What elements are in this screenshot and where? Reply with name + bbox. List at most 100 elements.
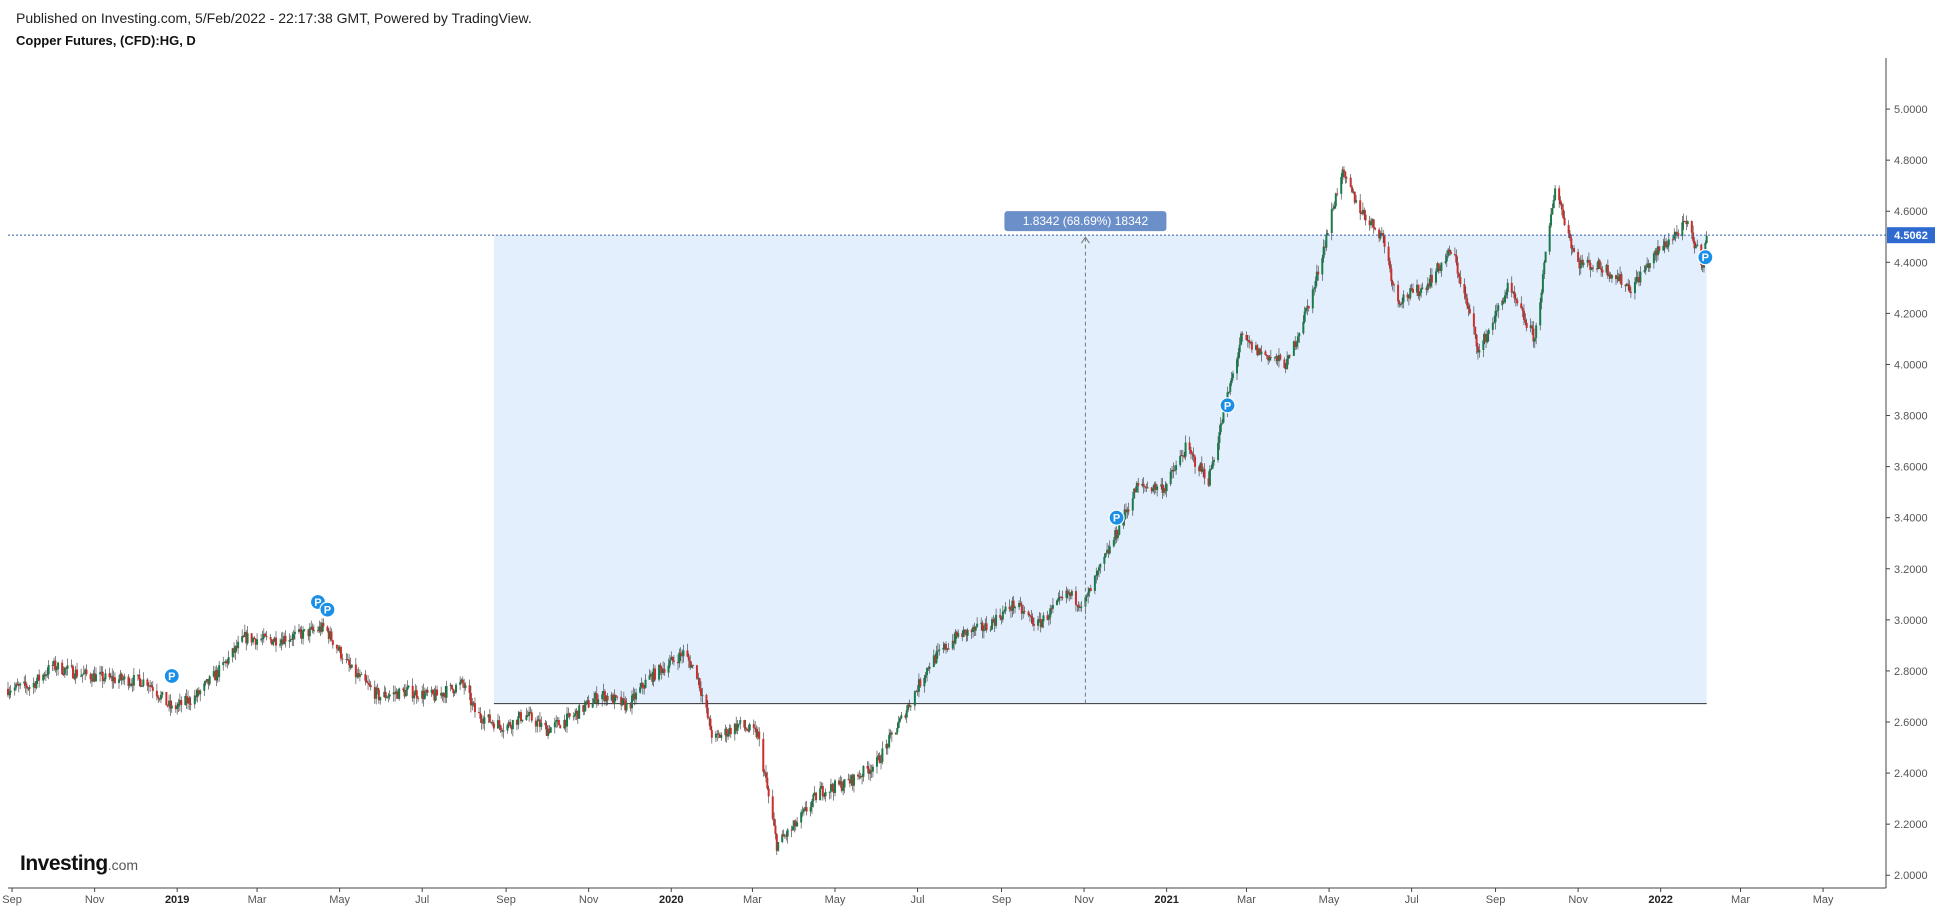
candle-body bbox=[468, 685, 471, 693]
candle-body bbox=[1203, 469, 1206, 479]
candle-body bbox=[284, 635, 287, 642]
candle-body bbox=[422, 690, 425, 699]
candle-body bbox=[373, 687, 376, 699]
candle-body bbox=[42, 674, 45, 681]
candle-body bbox=[916, 691, 919, 693]
candle-body bbox=[139, 679, 142, 687]
candle-body bbox=[593, 698, 596, 704]
candle-body bbox=[1069, 592, 1072, 596]
candle-body bbox=[894, 732, 897, 735]
candle-body bbox=[1330, 209, 1333, 234]
candle-body bbox=[1259, 348, 1262, 355]
candle-body bbox=[1198, 466, 1201, 472]
candle-body bbox=[518, 712, 521, 717]
candle-body bbox=[965, 629, 968, 636]
candle-body bbox=[357, 673, 360, 677]
event-marker-label: P bbox=[168, 671, 175, 683]
candle-body bbox=[792, 826, 795, 831]
candle-body bbox=[586, 700, 589, 702]
candle-body bbox=[843, 779, 846, 788]
candle-body bbox=[838, 780, 841, 785]
candle-body bbox=[502, 730, 505, 732]
candle-body bbox=[1497, 305, 1500, 311]
candle-body bbox=[1667, 239, 1670, 246]
candle-body bbox=[923, 677, 926, 687]
candle-body bbox=[74, 669, 77, 679]
candle-body bbox=[651, 673, 654, 682]
candle-body bbox=[963, 629, 966, 631]
candle-body bbox=[1635, 277, 1638, 282]
candle-body bbox=[350, 664, 353, 668]
x-tick-label: Jul bbox=[1405, 894, 1419, 906]
candle-body bbox=[616, 696, 619, 698]
candle-body bbox=[928, 667, 931, 669]
candle-body bbox=[19, 683, 22, 686]
x-tick-label: 2022 bbox=[1648, 894, 1672, 906]
event-marker-label: P bbox=[1224, 400, 1231, 412]
candle-body bbox=[345, 658, 348, 660]
candle-body bbox=[1459, 277, 1462, 284]
candle-body bbox=[204, 681, 207, 684]
candle-body bbox=[369, 685, 372, 688]
candle-body bbox=[1257, 348, 1260, 356]
candle-body bbox=[953, 640, 956, 644]
candle-body bbox=[671, 656, 674, 661]
candle-body bbox=[519, 712, 522, 722]
candle-body bbox=[1321, 258, 1324, 275]
candle-body bbox=[1624, 284, 1627, 287]
candle-body bbox=[299, 629, 302, 633]
x-tick-label: May bbox=[1319, 894, 1340, 906]
candle-body bbox=[935, 651, 938, 663]
candle-body bbox=[735, 723, 738, 731]
candle-body bbox=[613, 694, 616, 704]
candle-body bbox=[358, 674, 361, 677]
candle-body bbox=[178, 700, 181, 704]
candle-body bbox=[1077, 605, 1080, 608]
candle-body bbox=[927, 667, 930, 669]
candle-body bbox=[859, 775, 862, 778]
candle-body bbox=[1495, 310, 1498, 312]
candle-body bbox=[1162, 488, 1165, 493]
candle-body bbox=[187, 697, 190, 704]
candle-body bbox=[644, 679, 647, 688]
candle-body bbox=[506, 724, 509, 731]
candle-body bbox=[1505, 292, 1508, 296]
candle-body bbox=[1654, 250, 1657, 254]
candle-body bbox=[1322, 246, 1325, 259]
candle-body bbox=[1229, 383, 1232, 392]
candle-body bbox=[1093, 575, 1096, 591]
candle-body bbox=[606, 695, 609, 701]
candle-body bbox=[1008, 606, 1011, 610]
candle-body bbox=[1568, 233, 1571, 239]
candle-body bbox=[1123, 509, 1126, 520]
candle-body bbox=[1068, 592, 1071, 595]
y-tick-label: 2.0000 bbox=[1894, 870, 1928, 882]
candle-body bbox=[330, 631, 333, 641]
candle-body bbox=[275, 637, 277, 646]
candle-body bbox=[834, 780, 837, 793]
x-tick-label: Nov bbox=[1074, 894, 1094, 906]
candle-body bbox=[509, 721, 512, 727]
candle-body bbox=[875, 757, 878, 767]
candle-body bbox=[316, 630, 319, 632]
candle-body bbox=[403, 689, 406, 697]
candle-body bbox=[1332, 208, 1335, 210]
candle-body bbox=[338, 647, 341, 651]
candle-body bbox=[1476, 346, 1479, 353]
candle-body bbox=[16, 683, 19, 686]
candle-body bbox=[1298, 333, 1301, 337]
candle-body bbox=[108, 673, 111, 678]
candle-body bbox=[99, 672, 102, 675]
candle-body bbox=[1417, 284, 1420, 296]
candle-body bbox=[293, 631, 296, 634]
candle-body bbox=[1539, 302, 1542, 326]
candle-body bbox=[1486, 333, 1489, 343]
candle-body bbox=[1502, 300, 1505, 303]
candle-body bbox=[544, 722, 547, 726]
candle-body bbox=[1483, 333, 1486, 341]
candle-body bbox=[329, 631, 332, 639]
candle-body bbox=[212, 671, 215, 677]
candle-body bbox=[1237, 352, 1240, 360]
candle-body bbox=[907, 704, 910, 711]
